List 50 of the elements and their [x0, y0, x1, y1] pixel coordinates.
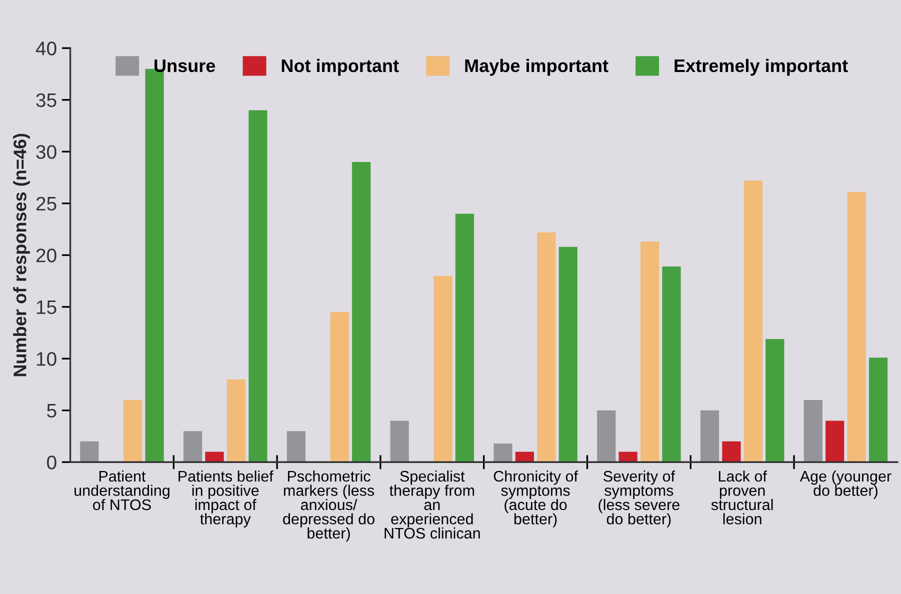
- bar: [124, 400, 142, 462]
- bar: [700, 410, 720, 462]
- bar: [390, 420, 409, 462]
- bar: [744, 180, 762, 462]
- bar: [558, 246, 578, 462]
- bar: [434, 276, 452, 462]
- bar: [286, 431, 306, 462]
- y-axis-title: Number of responses (n=46): [13, 134, 30, 376]
- bar: [826, 420, 844, 462]
- y-tick-label: 5: [47, 404, 56, 418]
- y-tick-label: 15: [36, 300, 56, 314]
- bar: [597, 410, 616, 462]
- legend-label: Extremely important: [674, 58, 848, 76]
- y-tick-label: 25: [36, 196, 56, 211]
- bar: [352, 162, 371, 462]
- bar: [183, 431, 202, 462]
- y-tick-label: 10: [36, 352, 56, 366]
- bar: [722, 441, 741, 462]
- x-tick-label: Patients belief in positive impact of therapy: [178, 470, 274, 528]
- legend-label: Maybe important: [465, 58, 608, 76]
- bar: [205, 452, 224, 462]
- legend-label: Unsure: [154, 60, 216, 72]
- bar: [640, 242, 660, 462]
- bar: [226, 379, 246, 462]
- y-tick-label: 35: [36, 93, 56, 108]
- x-tick-label: Severity of symptoms (less severe do better): [598, 470, 680, 528]
- bar: [847, 192, 866, 462]
- bar: [662, 266, 681, 462]
- x-tick-label: Patient understanding of NTOS: [74, 470, 170, 510]
- y-tick-label: 40: [36, 42, 56, 56]
- x-tick-label: Specialist therapy from an experienced NTOS clinican: [384, 470, 480, 539]
- bar: [494, 444, 512, 462]
- x-tick-label: Chronicity of symptoms (acute do better): [494, 470, 578, 528]
- bar: [868, 358, 888, 462]
- y-tick-label: 0: [47, 456, 56, 470]
- legend-label: Not important: [282, 58, 399, 76]
- x-tick-label: Age (younger do better): [800, 470, 892, 499]
- y-tick-label: 30: [36, 145, 56, 159]
- bar: [804, 400, 822, 462]
- bar: [618, 452, 638, 462]
- bar: [330, 312, 349, 462]
- bar: [80, 441, 99, 462]
- bar: [515, 452, 534, 462]
- x-tick-label: Pschometric markers (less anxious/ depressed do better): [283, 470, 374, 542]
- bar: [537, 232, 556, 462]
- bar: [455, 214, 474, 462]
- bar: [248, 110, 268, 462]
- y-tick-label: 20: [36, 248, 56, 262]
- x-tick-label: Lack of proven structural lesion: [711, 470, 773, 524]
- bar: [766, 338, 784, 462]
